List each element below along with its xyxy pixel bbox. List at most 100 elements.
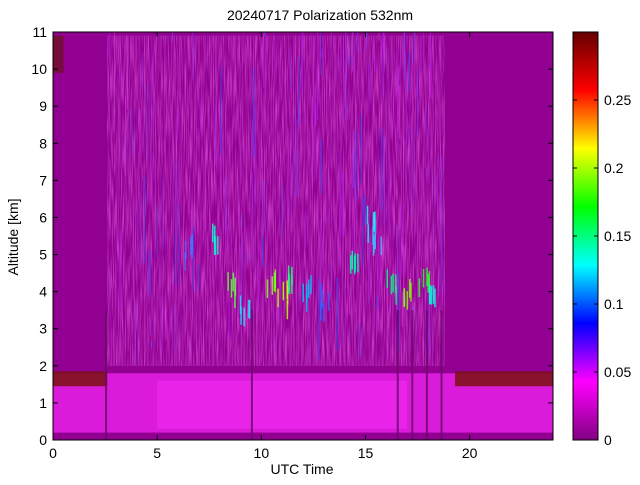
cloud-patch: [190, 236, 192, 255]
data-streak: [320, 32, 322, 75]
data-streak: [321, 48, 323, 58]
data-streak: [441, 226, 443, 293]
y-tick-label: 9: [39, 98, 47, 114]
data-streak: [118, 67, 120, 86]
data-streak: [241, 213, 243, 227]
data-streak: [139, 109, 141, 155]
data-streak: [404, 139, 406, 180]
cloud-patch: [386, 269, 389, 288]
data-streak: [178, 204, 180, 287]
y-tick-label: 1: [39, 395, 47, 411]
data-streak: [192, 226, 194, 292]
cloud-patch: [320, 283, 323, 302]
data-streak: [360, 113, 362, 185]
data-streak: [411, 125, 413, 213]
cloud-patch: [367, 224, 369, 243]
data-streak: [403, 245, 405, 288]
data-streak: [324, 267, 326, 321]
data-streak: [294, 105, 296, 206]
data-streak: [354, 129, 356, 195]
data-streak: [200, 89, 202, 141]
data-streak: [427, 120, 429, 183]
data-streak: [124, 132, 126, 162]
data-streak: [391, 78, 393, 139]
data-streak: [247, 306, 249, 336]
data-streak: [430, 32, 432, 99]
cloud-patch: [372, 237, 375, 256]
cloud-patch: [406, 291, 409, 310]
data-streak: [162, 178, 164, 252]
data-gap: [440, 310, 443, 440]
cloud-patch: [282, 281, 285, 301]
data-streak: [352, 150, 354, 188]
data-streak: [299, 285, 301, 312]
cloud-patch: [234, 289, 236, 308]
data-streak: [351, 32, 353, 63]
data-streak: [278, 298, 280, 326]
colorbar-tick-label: 0.05: [604, 364, 631, 380]
data-streak: [262, 179, 264, 237]
data-streak: [368, 62, 370, 111]
data-streak: [198, 264, 200, 292]
data-streak: [156, 205, 158, 258]
data-streak: [425, 108, 427, 133]
data-streak: [315, 102, 317, 125]
data-gap: [396, 310, 399, 440]
y-tick-label: 6: [39, 209, 47, 225]
data-streak: [152, 151, 154, 207]
cloud-patch: [274, 273, 276, 293]
data-streak: [175, 236, 177, 286]
data-streak: [397, 67, 399, 95]
cloud-patch: [271, 276, 274, 295]
cloud-patch: [191, 233, 194, 253]
cloud-patch: [373, 213, 376, 233]
x-axis: 0 5 10 15 20: [49, 32, 478, 461]
data-streak: [401, 291, 403, 328]
cloud-patch: [418, 278, 421, 297]
cloud-patch: [213, 225, 216, 245]
data-streak: [109, 32, 111, 59]
data-streak: [287, 129, 289, 218]
data-streak: [176, 90, 178, 125]
data-streak: [151, 340, 153, 349]
y-axis: 0 1 2 3 4 5 6 7 8 9 10 11: [31, 24, 553, 448]
data-streak: [388, 153, 390, 254]
cloud-patch: [185, 240, 187, 260]
data-streak: [160, 296, 162, 349]
cloud-patch: [234, 277, 236, 297]
cloud-patch: [427, 274, 430, 293]
data-gap: [425, 310, 428, 440]
cloud-patch: [240, 306, 242, 325]
data-streak: [205, 151, 207, 231]
data-streak: [403, 203, 405, 233]
data-streak: [192, 32, 194, 80]
cloud-patch: [409, 279, 411, 298]
data-streak: [263, 32, 265, 38]
cloud-patch: [286, 280, 288, 300]
cloud-patch: [227, 272, 229, 291]
data-streak: [243, 32, 245, 63]
data-streak: [366, 32, 368, 45]
cloud-patch: [306, 284, 308, 303]
data-streak: [247, 253, 249, 261]
y-tick-label: 4: [39, 284, 47, 300]
cloud-patch: [430, 286, 433, 305]
cloud-patch: [307, 279, 310, 298]
data-streak: [227, 224, 229, 251]
data-streak: [427, 332, 429, 347]
cloud-patch: [286, 300, 289, 320]
cloud-patch: [422, 268, 425, 288]
data-streak: [311, 95, 313, 173]
colorbar-tick-label: 0.2: [604, 160, 624, 176]
cloud-patch: [372, 226, 374, 246]
data-streak: [265, 32, 267, 97]
y-axis-label: Altitude [km]: [5, 198, 21, 275]
cloud-patch: [310, 275, 312, 294]
data-streak: [376, 295, 378, 309]
y-tick-label: 7: [39, 172, 47, 188]
data-streak: [341, 276, 343, 348]
data-streak: [175, 162, 177, 262]
data-streak: [126, 36, 128, 109]
data-streak: [440, 230, 442, 298]
data-streak: [125, 96, 127, 177]
